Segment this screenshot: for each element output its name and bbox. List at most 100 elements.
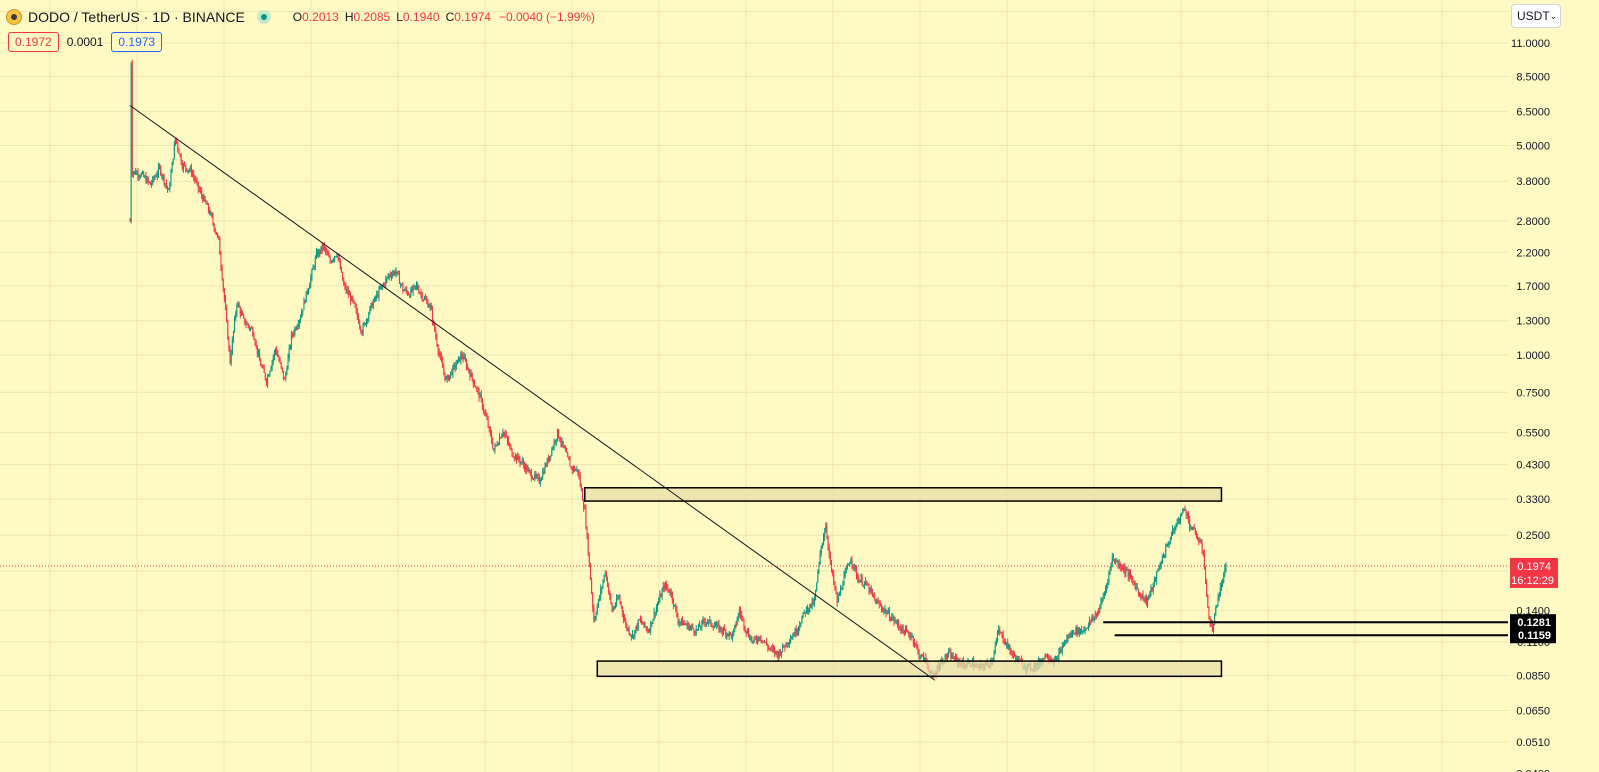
candle-body bbox=[143, 172, 145, 177]
candle-body bbox=[1223, 573, 1225, 583]
candle-body bbox=[405, 289, 407, 292]
candle-body bbox=[805, 607, 807, 613]
candle-body bbox=[704, 621, 706, 623]
candle-body bbox=[1082, 631, 1084, 633]
candle-body bbox=[272, 356, 274, 362]
candle-body bbox=[231, 339, 233, 355]
candle-body bbox=[671, 592, 673, 601]
candle-body bbox=[1161, 556, 1163, 564]
candle-body bbox=[215, 231, 217, 235]
candle-body bbox=[881, 605, 883, 609]
candle-body bbox=[536, 476, 538, 478]
candle-body bbox=[568, 456, 570, 460]
buy-price-button[interactable]: 0.1973 bbox=[111, 32, 163, 52]
candle-body bbox=[1104, 589, 1106, 593]
candle-body bbox=[1193, 526, 1195, 530]
candle-body bbox=[666, 584, 668, 588]
candle-body bbox=[442, 361, 444, 368]
candle-body bbox=[339, 261, 341, 270]
candle-body bbox=[1158, 567, 1160, 571]
candle-body bbox=[803, 611, 805, 613]
candle-body bbox=[453, 364, 455, 367]
candle-body bbox=[230, 354, 232, 364]
candle-body bbox=[1222, 582, 1224, 585]
candle-body bbox=[594, 617, 596, 621]
candle-body bbox=[1110, 563, 1112, 568]
level-label: 0.1159 bbox=[1518, 630, 1551, 642]
candle-body bbox=[918, 650, 920, 658]
candle-body bbox=[920, 654, 922, 657]
sell-price-button[interactable]: 0.1972 bbox=[8, 32, 59, 52]
candle-body bbox=[915, 643, 917, 645]
candle-body bbox=[375, 297, 377, 299]
candle-body bbox=[612, 608, 614, 612]
candle-body bbox=[1127, 570, 1129, 577]
price-change: −0.0040 (−1.99%) bbox=[498, 10, 596, 24]
market-status-icon[interactable] bbox=[256, 10, 271, 24]
symbol-title[interactable]: DODO / TetherUS · 1D · BINANCE bbox=[28, 9, 245, 25]
candle-body bbox=[604, 573, 606, 576]
candle-body bbox=[206, 203, 208, 205]
candle-body bbox=[1091, 617, 1093, 622]
candle-body bbox=[1159, 565, 1161, 568]
candle-body bbox=[1074, 633, 1076, 635]
high-label: H bbox=[344, 10, 354, 24]
candle-body bbox=[848, 564, 850, 566]
currency-select-value: USDT bbox=[1517, 9, 1550, 23]
candle-body bbox=[1131, 576, 1133, 579]
candle-body bbox=[1123, 566, 1125, 570]
candle-body bbox=[1004, 643, 1006, 645]
candle-body bbox=[696, 628, 698, 630]
candle-body bbox=[1059, 650, 1061, 653]
candle-body bbox=[1135, 586, 1137, 589]
candle-body bbox=[1086, 627, 1088, 629]
candle-body bbox=[210, 212, 212, 214]
candle-body bbox=[607, 577, 609, 587]
candle-body bbox=[794, 629, 796, 636]
candle-body bbox=[294, 328, 296, 334]
y-tick-label: 0.2500 bbox=[1516, 530, 1550, 542]
candle-body bbox=[262, 367, 264, 369]
candle-body bbox=[171, 162, 173, 173]
currency-select[interactable]: USDT ⌄ bbox=[1511, 4, 1561, 28]
candle-body bbox=[885, 609, 887, 614]
candle-body bbox=[899, 627, 901, 629]
candle-body bbox=[833, 573, 835, 583]
candle-body bbox=[1187, 514, 1189, 520]
candle-body bbox=[331, 260, 333, 263]
y-tick-label: 0.7500 bbox=[1516, 387, 1550, 399]
candle-body bbox=[752, 640, 754, 642]
candle-body bbox=[483, 408, 485, 412]
candle-body bbox=[321, 246, 323, 250]
candle-body bbox=[1216, 604, 1218, 608]
candle-body bbox=[538, 476, 540, 483]
candle-body bbox=[394, 271, 396, 275]
candle-body bbox=[1003, 640, 1005, 644]
candle-body bbox=[712, 626, 714, 628]
level-label-bg bbox=[1510, 614, 1556, 631]
candle-body bbox=[855, 569, 857, 577]
candle-body bbox=[647, 630, 649, 633]
candle-body bbox=[1156, 571, 1158, 581]
candle-body bbox=[327, 252, 329, 256]
candle-body bbox=[263, 367, 265, 374]
candle-body bbox=[463, 357, 465, 360]
candle-body bbox=[315, 252, 317, 258]
candle-body bbox=[534, 473, 536, 479]
candle-body bbox=[530, 472, 532, 479]
candle-body bbox=[849, 563, 851, 565]
candle-body bbox=[655, 607, 657, 614]
candle-body bbox=[1225, 565, 1227, 568]
candle-body bbox=[735, 624, 737, 626]
candle-body bbox=[494, 445, 496, 451]
candle-body bbox=[395, 271, 397, 275]
candle-body bbox=[161, 174, 163, 177]
candle-body bbox=[625, 621, 627, 625]
candle-body bbox=[1183, 509, 1185, 511]
candle-body bbox=[265, 379, 267, 384]
candle-body bbox=[860, 577, 862, 581]
candle-body bbox=[670, 592, 672, 595]
candle-body bbox=[1015, 656, 1017, 661]
